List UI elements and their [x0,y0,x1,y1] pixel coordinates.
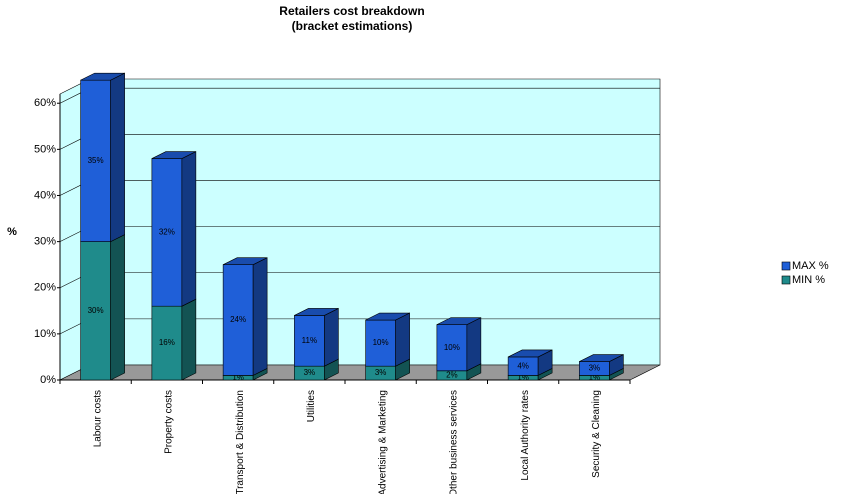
y-axis-label: % [7,226,17,238]
legend-swatch [781,261,791,271]
data-label: 32% [159,227,175,236]
y-tick-label: 40% [34,189,56,201]
data-label: 35% [88,156,104,165]
x-tick-label: Property costs [164,390,175,454]
bar-segment [294,315,325,367]
bar-top [151,151,197,159]
data-label: 3% [304,368,316,377]
chart-subtitle: (bracket estimations) [292,19,413,33]
legend-label: MIN % [792,274,825,286]
bar-top [365,312,410,321]
bar-top [80,72,125,81]
bar-segment [80,79,111,242]
bar-top [507,349,553,358]
bar-segment [222,264,254,376]
legend-label: MAX % [792,260,829,272]
y-tick-label: 60% [34,97,56,109]
x-tick-label: Transport & Distribution [235,390,246,494]
y-tick-label: 50% [34,143,56,155]
data-label: 10% [444,343,460,352]
data-label: 1% [232,373,244,382]
bar-side [181,298,197,381]
x-tick-label: Utilities [306,390,317,422]
data-label: 3% [589,364,601,373]
bar-top [222,257,268,265]
legend-swatch [781,275,791,285]
y-tick-label: 30% [34,236,56,248]
data-label: 16% [159,338,175,347]
bar-segment [151,158,183,307]
bar-side [181,151,197,307]
data-label: 11% [302,336,317,345]
bar-side [395,312,410,367]
bar-top [579,354,624,362]
bar-top [436,317,482,325]
bar-segment [365,319,396,367]
bar-segment [436,324,468,372]
bar-side [252,257,268,376]
y-tick-label: 20% [34,282,56,294]
data-label: 1% [589,373,601,382]
bar-side [110,234,125,381]
floor [59,364,661,381]
data-label: 24% [230,315,246,324]
data-label: 1% [517,373,529,382]
data-label: 3% [375,368,387,377]
bar-side [324,307,339,367]
data-label: 4% [517,361,529,370]
y-tick-label: 10% [34,328,56,340]
x-tick-label: Security & Cleaning [591,390,602,478]
x-tick-label: Advertising & Marketing [377,390,388,494]
data-label: 10% [373,338,389,347]
bar-segment [80,241,111,381]
chart-title: Retailers cost breakdown [279,4,424,18]
x-tick-label: Labour costs [92,390,103,447]
data-label: 2% [446,370,458,379]
y-tick-label: 0% [40,374,56,386]
x-tick-label: Local Authority rates [520,390,531,481]
bar-side [110,72,125,243]
data-label: 30% [88,306,104,315]
bar-side [466,317,482,372]
x-tick-label: Other business services [449,390,460,494]
bar-top [294,308,339,316]
